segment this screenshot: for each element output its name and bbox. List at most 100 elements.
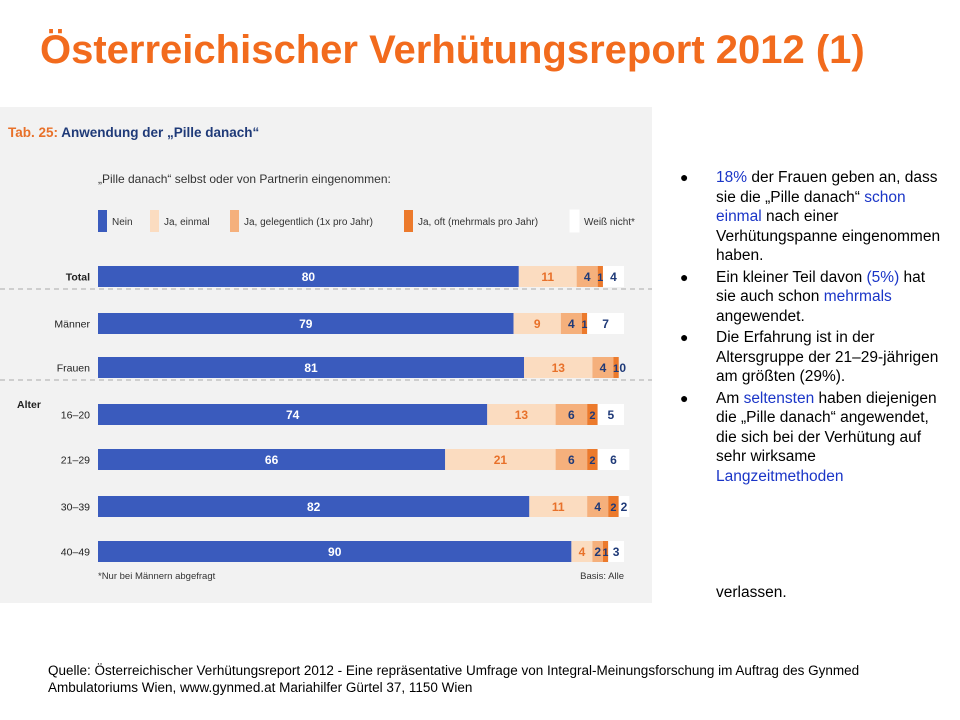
data-label: 21 — [494, 453, 508, 467]
data-label: 2 — [594, 545, 601, 559]
bar-segment — [518, 266, 577, 287]
bar-segment — [571, 541, 593, 562]
bullet-item: ● Am seltensten haben diejenigen die „Pil… — [680, 389, 942, 487]
chart-subtitle: „Pille danach“ selbst oder von Partnerin… — [98, 172, 391, 186]
bar-segment — [592, 541, 603, 562]
data-label: 80 — [302, 270, 316, 284]
bullet-text: Ein kleiner Teil davon — [716, 268, 867, 286]
bullet-text: seltensten — [743, 389, 815, 407]
bar-segment — [597, 404, 624, 425]
bar-segment — [529, 496, 588, 517]
data-label: 4 — [594, 500, 601, 514]
bullet-text: Langzeitmethoden — [716, 467, 844, 485]
bar-segment — [618, 496, 630, 517]
data-label: 2 — [621, 500, 628, 514]
bar-segment — [608, 541, 624, 562]
data-label: 0 — [619, 361, 626, 375]
group-label: Alter — [17, 399, 41, 411]
category-label: Männer — [54, 319, 90, 331]
bar-segment — [98, 404, 488, 425]
data-label: 11 — [541, 270, 554, 284]
stacked-bar-chart: Tab. 25: Anwendung der „Pille danach“ „Pi… — [0, 125, 652, 582]
category-label: 16–20 — [61, 410, 90, 422]
bullet-dot-icon: ● — [680, 268, 689, 285]
bar-segment — [98, 266, 519, 287]
data-label: 2 — [589, 455, 595, 467]
data-label: 1 — [581, 319, 587, 331]
data-label: 1 — [603, 547, 609, 559]
bar-segment — [587, 449, 598, 470]
bullet-text: (5%) — [866, 268, 900, 286]
bar-segment — [602, 541, 609, 562]
bar-segment — [602, 266, 624, 287]
bar-segment — [581, 313, 588, 334]
bar-segment — [98, 357, 525, 378]
bullet-item: ● Ein kleiner Teil davon (5%) hat sie auc… — [680, 268, 942, 327]
bar-segment — [597, 266, 603, 287]
data-label: 4 — [568, 317, 575, 331]
bullet-tail: verlassen. — [716, 584, 787, 601]
chart-title: Tab. 25: Anwendung der „Pille danach“ — [8, 125, 259, 140]
bullet-text: hat sie auch schon — [716, 268, 926, 306]
data-label: 1 — [613, 363, 619, 375]
bar-segment — [555, 404, 588, 425]
legend-label: Weiß nicht* — [584, 217, 635, 228]
bar-segment — [597, 449, 630, 470]
bar-segment — [587, 404, 598, 425]
legend-label: Ja, oft (mehrmals pro Jahr) — [418, 217, 538, 228]
bar-segment — [524, 357, 593, 378]
data-label: 13 — [552, 361, 566, 375]
data-label: 13 — [515, 408, 529, 422]
bullet-dot-icon: ● — [680, 389, 689, 406]
legend-swatch — [404, 210, 413, 232]
data-label: 90 — [328, 545, 342, 559]
bullet-text: angewendet. — [716, 307, 805, 325]
bar-segment — [587, 313, 624, 334]
bullet-item: ● 18% der Frauen geben an, dass sie die „… — [680, 168, 942, 266]
data-label: 6 — [568, 408, 575, 422]
data-label: 2 — [610, 502, 616, 514]
category-label: Total — [66, 272, 90, 284]
data-label: 4 — [600, 361, 607, 375]
data-label: 4 — [584, 270, 591, 284]
category-label: Frauen — [57, 363, 90, 375]
data-label: 4 — [579, 545, 586, 559]
bullet-text: Am — [716, 389, 744, 407]
category-label: 21–29 — [61, 455, 90, 467]
data-label: 74 — [286, 408, 300, 422]
bullet-text: mehrmals — [823, 288, 892, 305]
data-label: 3 — [613, 545, 620, 559]
bar-segment — [587, 496, 609, 517]
bar-segment — [98, 313, 514, 334]
chart-basis: Basis: Alle — [580, 571, 624, 582]
bar-segment — [613, 357, 619, 378]
data-label: 79 — [299, 317, 313, 331]
bar-segment — [98, 496, 530, 517]
bar-segment — [513, 313, 561, 334]
data-label: 66 — [265, 453, 279, 467]
data-label: 5 — [608, 408, 615, 422]
bar-segment — [487, 404, 556, 425]
bar-segment — [592, 357, 614, 378]
bar-segment — [560, 313, 582, 334]
data-label: 6 — [610, 453, 617, 467]
bullet-text: haben diejenigen die „Pille danach“ ange… — [716, 389, 937, 466]
data-label: 2 — [589, 410, 595, 422]
legend-label: Nein — [112, 217, 133, 228]
data-label: 1 — [597, 272, 603, 284]
data-label: 11 — [552, 500, 565, 514]
data-label: 82 — [307, 500, 321, 514]
data-label: 7 — [602, 317, 609, 331]
bullet-item: ● Die Erfahrung ist in der Altersgruppe d… — [680, 328, 942, 387]
legend-swatch — [150, 210, 159, 232]
bullet-list: ● 18% der Frauen geben an, dass sie die „… — [680, 168, 942, 488]
bar-segment — [445, 449, 556, 470]
bar-segment — [576, 266, 598, 287]
chart-panel: Tab. 25: Anwendung der „Pille danach“ „Pi… — [0, 107, 652, 603]
bullet-text: der Frauen geben an, dass sie die „Pille… — [716, 169, 938, 206]
bullet-dot-icon: ● — [680, 329, 689, 345]
legend-swatch — [569, 209, 580, 233]
legend-swatch — [98, 210, 107, 232]
bullet-text: 18% — [716, 169, 748, 186]
bar-segment — [608, 496, 619, 517]
